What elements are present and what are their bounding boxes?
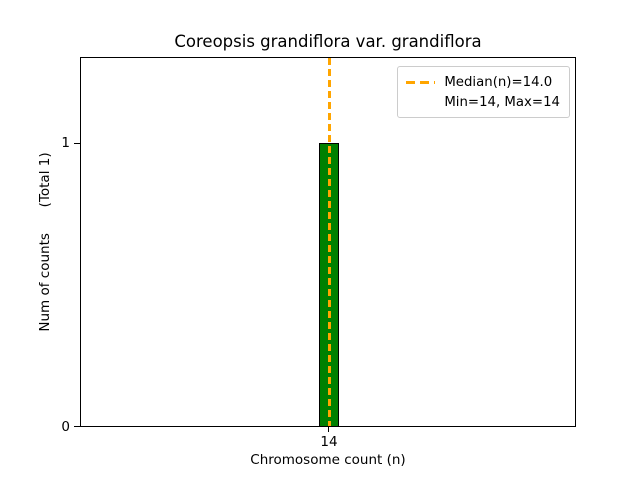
legend-entry-median: Median(n)=14.0 <box>406 72 560 92</box>
dashed-line-icon <box>406 80 436 84</box>
median-line <box>327 58 331 426</box>
xaxis-label: Chromosome count (n) <box>250 452 406 468</box>
ytick-mark-0 <box>74 426 80 427</box>
chart-title: Coreopsis grandiflora var. grandiflora <box>174 32 482 51</box>
yaxis-label: Num of counts (Total 1) <box>37 152 53 332</box>
xtick-label-14: 14 <box>320 434 338 450</box>
legend-label-median: Median(n)=14.0 <box>444 74 553 90</box>
ytick-mark-1 <box>74 143 80 144</box>
ytick-label-0: 0 <box>61 419 70 435</box>
xtick-mark-14 <box>328 427 329 432</box>
legend-label-minmax: Min=14, Max=14 <box>444 94 560 110</box>
legend-entry-minmax: Min=14, Max=14 <box>406 92 560 112</box>
ytick-label-1: 1 <box>61 135 70 151</box>
legend: Median(n)=14.0 Min=14, Max=14 <box>397 66 570 118</box>
empty-swatch <box>406 101 435 104</box>
plot-area: Median(n)=14.0 Min=14, Max=14 <box>80 57 576 427</box>
